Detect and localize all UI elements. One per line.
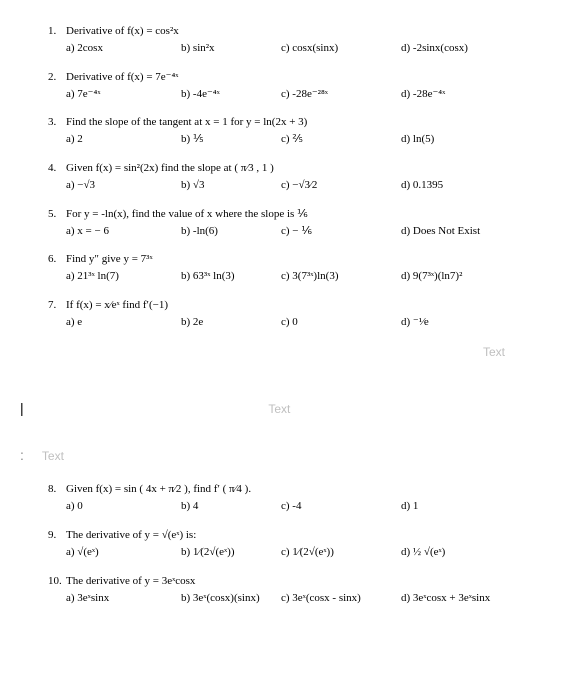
choice-d: d) 9(7³ˣ)(ln7)² (401, 269, 535, 284)
choice-a: a) 3eˣsinx (66, 591, 181, 606)
question-3: 3. Find the slope of the tangent at x = … (48, 115, 535, 147)
question-9: 9. The derivative of y = √(eˣ) is: a) √(… (48, 528, 535, 560)
question-stem: Given f(x) = sin ( 4x + π⁄2 ), find f′ (… (66, 482, 535, 497)
choice-c: c) cosx(sinx) (281, 41, 401, 56)
choice-b: b) -4e⁻⁴ˣ (181, 87, 281, 102)
choice-d: d) 3eˣcosx + 3eˣsinx (401, 591, 535, 606)
choice-d: d) ln(5) (401, 132, 535, 147)
choice-d: d) -2sinx(cosx) (401, 41, 535, 56)
question-stem: Derivative of f(x) = cos²x (66, 24, 535, 39)
question-number: 3. (48, 115, 66, 130)
choice-a: a) −√3 (66, 178, 181, 193)
choice-a: a) 0 (66, 499, 181, 514)
choice-c: c) -4 (281, 499, 401, 514)
choice-b: b) -ln(6) (181, 224, 281, 239)
question-5: 5. For y = -ln(x), find the value of x w… (48, 207, 535, 239)
question-stem: The derivative of y = 3eˣcosx (66, 574, 535, 589)
question-number: 9. (48, 528, 66, 543)
question-stem: If f(x) = x⁄eˣ find f′(−1) (66, 298, 535, 313)
question-number: 6. (48, 252, 66, 267)
question-2: 2. Derivative of f(x) = 7e⁻⁴ˣ a) 7e⁻⁴ˣ b… (48, 70, 535, 102)
choice-b: b) 4 (181, 499, 281, 514)
caret-icon: : (20, 446, 24, 465)
choice-a: a) 2cosx (66, 41, 181, 56)
question-number: 7. (48, 298, 66, 313)
choice-b: b) sin²x (181, 41, 281, 56)
choice-c: c) −√3⁄2 (281, 178, 401, 193)
question-number: 1. (48, 24, 66, 39)
choice-c: c) − ⅙ (281, 224, 401, 239)
choice-a: a) 7e⁻⁴ˣ (66, 87, 181, 102)
choice-d: d) 0.1395 (401, 178, 535, 193)
question-stem: Find y″ give y = 7³ˣ (66, 252, 535, 267)
question-8: 8. Given f(x) = sin ( 4x + π⁄2 ), find f… (48, 482, 535, 514)
question-10: 10. The derivative of y = 3eˣcosx a) 3eˣ… (48, 574, 535, 606)
question-number: 10. (48, 574, 66, 589)
choice-a: a) 21³ˣ ln(7) (66, 269, 181, 284)
question-6: 6. Find y″ give y = 7³ˣ a) 21³ˣ ln(7) b)… (48, 252, 535, 284)
choice-d: d) Does Not Exist (401, 224, 535, 239)
question-stem: The derivative of y = √(eˣ) is: (66, 528, 535, 543)
question-stem: For y = -ln(x), find the value of x wher… (66, 207, 535, 222)
question-number: 2. (48, 70, 66, 85)
choice-b: b) 3eˣ(cosx)(sinx) (181, 591, 281, 606)
text-placeholder-right[interactable]: Text (483, 345, 505, 359)
question-number: 5. (48, 207, 66, 222)
question-4: 4. Given f(x) = sin²(2x) find the slope … (48, 161, 535, 193)
choice-a: a) 2 (66, 132, 181, 147)
choice-d: d) ⁻¹⁄e (401, 315, 535, 330)
choice-a: a) e (66, 315, 181, 330)
choice-c: c) ⅖ (281, 132, 401, 147)
question-stem: Find the slope of the tangent at x = 1 f… (66, 115, 535, 130)
choice-b: b) 2e (181, 315, 281, 330)
worksheet-page: 1. Derivative of f(x) = cos²x a) 2cosx b… (0, 0, 565, 630)
choice-d: d) ½ √(eˣ) (401, 545, 535, 560)
choice-d: d) 1 (401, 499, 535, 514)
choice-c: c) 3eˣ(cosx - sinx) (281, 591, 401, 606)
text-placeholder-left[interactable]: Text (42, 448, 64, 464)
question-1: 1. Derivative of f(x) = cos²x a) 2cosx b… (48, 24, 535, 56)
choice-b: b) 63³ˣ ln(3) (181, 269, 281, 284)
choice-a: a) √(eˣ) (66, 545, 181, 560)
question-7: 7. If f(x) = x⁄eˣ find f′(−1) a) e b) 2e… (48, 298, 535, 330)
choice-c: c) 1⁄(2√(eˣ)) (281, 545, 401, 560)
choice-b: b) √3 (181, 178, 281, 193)
choice-b: b) ⅕ (181, 132, 281, 147)
question-stem: Derivative of f(x) = 7e⁻⁴ˣ (66, 70, 535, 85)
choice-b: b) 1⁄(2√(eˣ)) (181, 545, 281, 560)
choice-d: d) -28e⁻⁴ˣ (401, 87, 535, 102)
question-stem: Given f(x) = sin²(2x) find the slope at … (66, 161, 535, 176)
choice-a: a) x = − 6 (66, 224, 181, 239)
choice-c: c) 3(7³ˣ)ln(3) (281, 269, 401, 284)
choice-c: c) 0 (281, 315, 401, 330)
question-number: 4. (48, 161, 66, 176)
choice-c: c) -28e⁻²⁸ˣ (281, 87, 401, 102)
question-number: 8. (48, 482, 66, 497)
text-placeholder-center[interactable]: Text (268, 402, 290, 416)
